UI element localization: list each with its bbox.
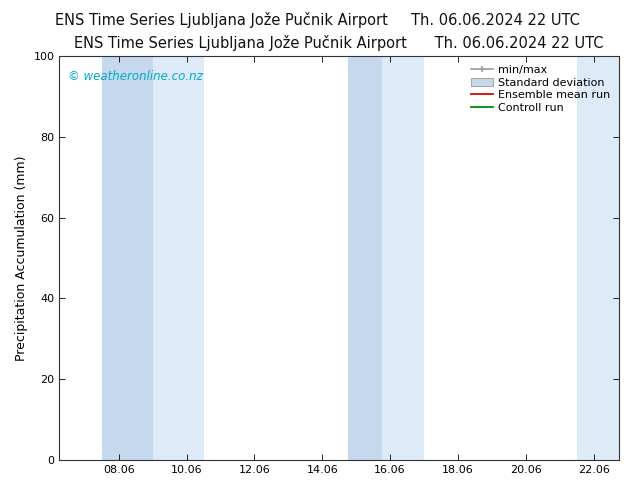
- Bar: [576, 56, 619, 460]
- Legend: min/max, Standard deviation, Ensemble mean run, Controll run: min/max, Standard deviation, Ensemble me…: [468, 61, 614, 117]
- Bar: [347, 56, 382, 460]
- Bar: [153, 56, 204, 460]
- Y-axis label: Precipitation Accumulation (mm): Precipitation Accumulation (mm): [15, 155, 28, 361]
- Bar: [102, 56, 153, 460]
- Title: ENS Time Series Ljubljana Jože Pučnik Airport      Th. 06.06.2024 22 UTC: ENS Time Series Ljubljana Jože Pučnik Ai…: [74, 35, 604, 50]
- Text: © weatheronline.co.nz: © weatheronline.co.nz: [68, 70, 202, 83]
- Bar: [382, 56, 424, 460]
- Text: ENS Time Series Ljubljana Jože Pučnik Airport     Th. 06.06.2024 22 UTC: ENS Time Series Ljubljana Jože Pučnik Ai…: [55, 12, 579, 28]
